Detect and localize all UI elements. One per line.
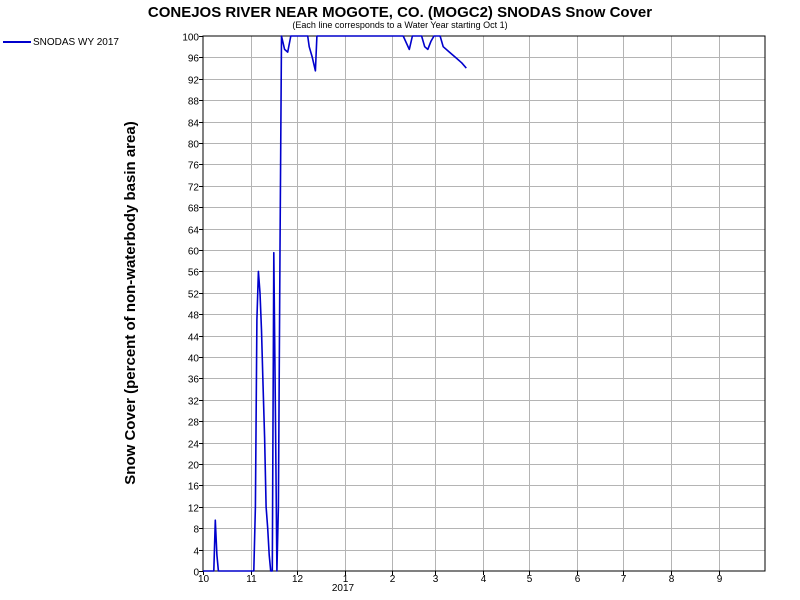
y-tick-label: 8 [193,525,199,536]
x-tick-label: 11 [246,574,257,585]
x-year-label: 2017 [332,583,355,594]
x-tick-label: 1 [343,574,349,585]
grid-lines [203,36,765,571]
y-tick-label: 84 [188,119,200,130]
x-tick-label: 5 [527,574,533,585]
y-tick-label: 44 [188,333,200,344]
y-tick-label: 60 [188,247,200,258]
x-tick-label: 3 [433,574,439,585]
legend: SNODAS WY 2017 [3,37,119,48]
y-tick-label: 36 [188,375,200,386]
y-tick-label: 28 [188,418,200,429]
y-tick-label: 68 [188,204,200,215]
y-tick-label: 88 [188,97,200,108]
y-tick-label: 40 [188,354,200,365]
x-tick-label: 9 [717,574,723,585]
y-tick-label: 76 [188,161,200,172]
x-tick-label: 4 [481,574,487,585]
x-tick-label: 2 [390,574,396,585]
y-tick-label: 32 [188,397,200,408]
y-axis: 0481216202428323640444852566064687276808… [182,33,203,579]
y-tick-label: 4 [193,547,199,558]
y-tick-label: 64 [188,226,200,237]
x-tick-label: 8 [669,574,675,585]
y-tick-label: 12 [188,504,200,515]
series-line-0 [203,35,467,572]
x-tick-label: 10 [198,574,210,585]
y-tick-label: 100 [182,33,199,44]
x-tick-label: 7 [621,574,627,585]
y-tick-label: 56 [188,268,200,279]
chart-title: CONEJOS RIVER NEAR MOGOTE, CO. (MOGC2) S… [148,4,652,21]
y-tick-label: 0 [193,568,199,579]
series-group [203,35,467,572]
y-tick-label: 16 [188,482,200,493]
y-tick-label: 96 [188,54,200,65]
x-tick-label: 6 [575,574,581,585]
y-tick-label: 80 [188,140,200,151]
legend-label: SNODAS WY 2017 [33,37,119,48]
y-tick-label: 92 [188,76,200,87]
chart-subtitle: (Each line corresponds to a Water Year s… [292,20,507,30]
y-axis-label: Snow Cover (percent of non-waterbody bas… [122,121,139,484]
y-tick-label: 52 [188,290,200,301]
y-tick-label: 72 [188,183,200,194]
y-tick-label: 24 [188,440,200,451]
y-tick-label: 48 [188,311,200,322]
y-tick-label: 20 [188,461,200,472]
x-axis: 10 11 12 1 2 3 4 5 6 7 8 9 [198,571,723,585]
x-tick-label: 12 [292,574,304,585]
